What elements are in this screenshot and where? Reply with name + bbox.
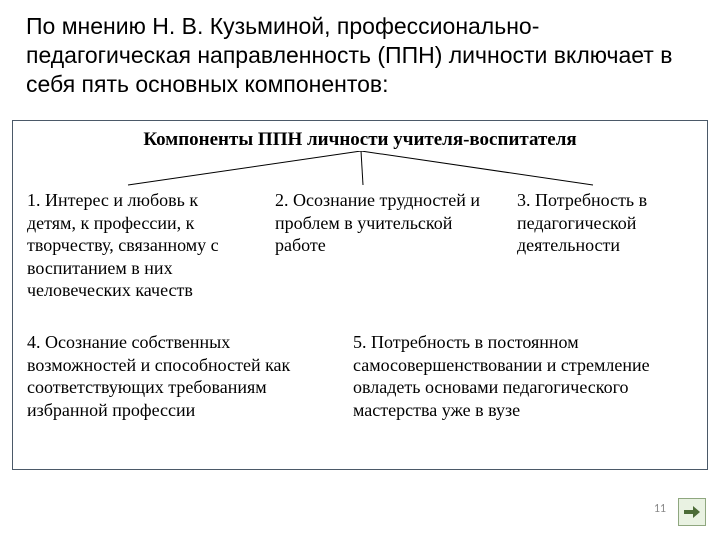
diagram-item-1: 1. Интерес и любовь к детям, к профессии… [27,189,237,302]
diagram-item-5: 5. Потребность в постоянном самосовершен… [353,331,683,421]
ppn-diagram: Компоненты ППН личности учителя-воспитат… [12,120,708,470]
diagram-title: Компоненты ППН личности учителя-воспитат… [13,129,707,151]
branch-line-2 [361,151,363,185]
next-slide-button[interactable] [678,498,706,526]
slide-heading: По мнению Н. В. Кузьминой, профессиональ… [26,12,694,98]
branch-line-1 [128,151,361,185]
diagram-item-3: 3. Потребность в педагогической деятельн… [517,189,697,257]
arrow-right-icon [684,505,700,519]
branch-line-3 [361,151,593,185]
branch-lines [13,151,709,187]
page-number: 11 [654,502,666,516]
diagram-item-4: 4. Осознание собственных возможностей и … [27,331,297,421]
diagram-item-2: 2. Осознание трудностей и проблем в учит… [275,189,485,257]
